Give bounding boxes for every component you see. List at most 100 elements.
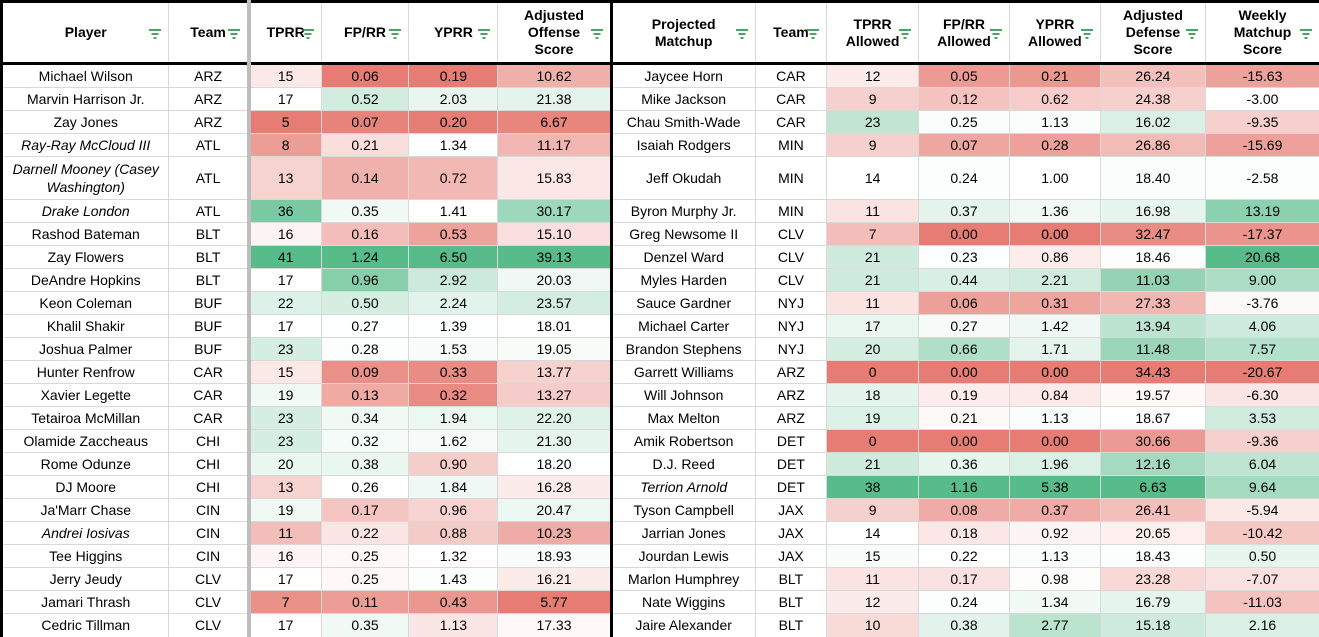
projected-matchup-cell[interactable]: Garrett Williams [610,360,756,384]
player-cell[interactable]: Olamide Zaccheaus [0,429,170,453]
yprr-cell[interactable]: 0.19 [408,63,499,88]
fprr-cell[interactable]: 0.27 [320,314,410,338]
fprr-allowed-cell[interactable]: 0.00 [918,429,1010,453]
team2-cell[interactable]: BLT [754,613,828,637]
filter-icon[interactable] [301,27,315,39]
projected-matchup-cell[interactable]: Will Johnson [610,383,756,407]
projected-matchup-cell[interactable]: Isaiah Rodgers [610,133,756,157]
team-cell[interactable]: ATL [168,199,250,223]
fprr-cell[interactable]: 0.11 [320,590,410,614]
projected-matchup-cell[interactable]: Denzel Ward [610,245,756,269]
tprr-cell[interactable]: 13 [246,475,322,499]
filter-icon[interactable] [227,27,241,39]
player-cell[interactable]: Michael Wilson [0,63,170,88]
projected-matchup-cell[interactable]: Greg Newsome II [610,222,756,246]
tprr-allowed-cell[interactable]: 21 [826,452,920,476]
team-cell[interactable]: CAR [168,360,250,384]
fprr-cell[interactable]: 0.32 [320,429,410,453]
yprr-cell[interactable]: 2.92 [408,268,499,292]
adjusted-defense-cell[interactable]: 19.57 [1099,383,1207,407]
adjusted-offense-cell[interactable]: 13.77 [497,360,613,384]
weekly-matchup-cell[interactable]: -17.37 [1205,222,1319,246]
tprr-allowed-cell[interactable]: 38 [826,475,920,499]
fprr-allowed-cell[interactable]: 0.23 [918,245,1010,269]
yprr-cell[interactable]: 1.84 [408,475,499,499]
team-cell[interactable]: CLV [168,613,250,637]
tprr-cell[interactable]: 8 [246,133,322,157]
fprr-cell[interactable]: 0.34 [320,406,410,430]
player-cell[interactable]: Hunter Renfrow [0,360,170,384]
fprr-cell[interactable]: 0.25 [320,567,410,591]
adjusted-defense-cell[interactable]: 18.40 [1099,156,1207,200]
yprr-cell[interactable]: 1.94 [408,406,499,430]
fprr-allowed-cell[interactable]: 0.08 [918,498,1010,522]
tprr-cell[interactable]: 15 [246,360,322,384]
adjusted-defense-cell[interactable]: 18.46 [1099,245,1207,269]
fprr-allowed-cell[interactable]: 0.21 [918,406,1010,430]
adjusted-offense-cell[interactable]: 21.30 [497,429,613,453]
tprr-allowed-cell[interactable]: 12 [826,590,920,614]
projected-matchup-cell[interactable]: Jaycee Horn [610,63,756,88]
team2-cell[interactable]: ARZ [754,383,828,407]
yprr-allowed-cell[interactable]: 0.86 [1008,245,1101,269]
adjusted-offense-cell[interactable]: 16.21 [497,567,613,591]
player-cell[interactable]: DeAndre Hopkins [0,268,170,292]
player-cell[interactable]: Keon Coleman [0,291,170,315]
tprr-allowed-cell[interactable]: 18 [826,383,920,407]
adjusted-offense-cell[interactable]: 13.27 [497,383,613,407]
yprr-cell[interactable]: 2.24 [408,291,499,315]
adjusted-offense-cell[interactable]: 18.20 [497,452,613,476]
player-cell[interactable]: Marvin Harrison Jr. [0,87,170,111]
player-cell[interactable]: Darnell Mooney (Casey Washington) [0,156,170,200]
tprr-cell[interactable]: 22 [246,291,322,315]
tprr-cell[interactable]: 7 [246,590,322,614]
col-header-fprr-allowed[interactable]: FP/RR Allowed [918,0,1010,65]
team2-cell[interactable]: JAX [754,544,828,568]
weekly-matchup-cell[interactable]: 6.04 [1205,452,1319,476]
player-cell[interactable]: Ja'Marr Chase [0,498,170,522]
player-cell[interactable]: Zay Flowers [0,245,170,269]
fprr-cell[interactable]: 0.06 [320,63,410,88]
col-header-adjusted-defense[interactable]: Adjusted Defense Score [1099,0,1207,65]
fprr-cell[interactable]: 0.22 [320,521,410,545]
yprr-allowed-cell[interactable]: 1.96 [1008,452,1101,476]
yprr-allowed-cell[interactable]: 1.13 [1008,406,1101,430]
weekly-matchup-cell[interactable]: 4.06 [1205,314,1319,338]
tprr-allowed-cell[interactable]: 11 [826,567,920,591]
team2-cell[interactable]: NYJ [754,291,828,315]
fprr-allowed-cell[interactable]: 0.05 [918,63,1010,88]
filter-icon[interactable] [1080,27,1094,39]
tprr-cell[interactable]: 17 [246,268,322,292]
projected-matchup-cell[interactable]: Chau Smith-Wade [610,110,756,134]
projected-matchup-cell[interactable]: Jaire Alexander [610,613,756,637]
team-cell[interactable]: CAR [168,383,250,407]
team-cell[interactable]: CLV [168,567,250,591]
team2-cell[interactable]: ARZ [754,406,828,430]
team2-cell[interactable]: JAX [754,498,828,522]
tprr-allowed-cell[interactable]: 12 [826,63,920,88]
adjusted-defense-cell[interactable]: 27.33 [1099,291,1207,315]
col-header-projected-matchup[interactable]: Projected Matchup [610,0,756,65]
fprr-allowed-cell[interactable]: 0.22 [918,544,1010,568]
weekly-matchup-cell[interactable]: 0.50 [1205,544,1319,568]
adjusted-offense-cell[interactable]: 21.38 [497,87,613,111]
filter-icon[interactable] [477,27,491,39]
tprr-allowed-cell[interactable]: 19 [826,406,920,430]
adjusted-defense-cell[interactable]: 18.43 [1099,544,1207,568]
col-header-team[interactable]: Team [168,0,250,65]
team2-cell[interactable]: NYJ [754,337,828,361]
fprr-cell[interactable]: 0.17 [320,498,410,522]
adjusted-offense-cell[interactable]: 10.23 [497,521,613,545]
filter-icon[interactable] [590,27,604,39]
yprr-allowed-cell[interactable]: 0.31 [1008,291,1101,315]
fprr-cell[interactable]: 0.16 [320,222,410,246]
adjusted-offense-cell[interactable]: 6.67 [497,110,613,134]
player-cell[interactable]: Zay Jones [0,110,170,134]
yprr-cell[interactable]: 0.90 [408,452,499,476]
yprr-cell[interactable]: 2.03 [408,87,499,111]
fprr-cell[interactable]: 0.35 [320,199,410,223]
yprr-allowed-cell[interactable]: 1.00 [1008,156,1101,200]
filter-icon[interactable] [1299,27,1313,39]
team-cell[interactable]: BLT [168,245,250,269]
team-cell[interactable]: CAR [168,406,250,430]
